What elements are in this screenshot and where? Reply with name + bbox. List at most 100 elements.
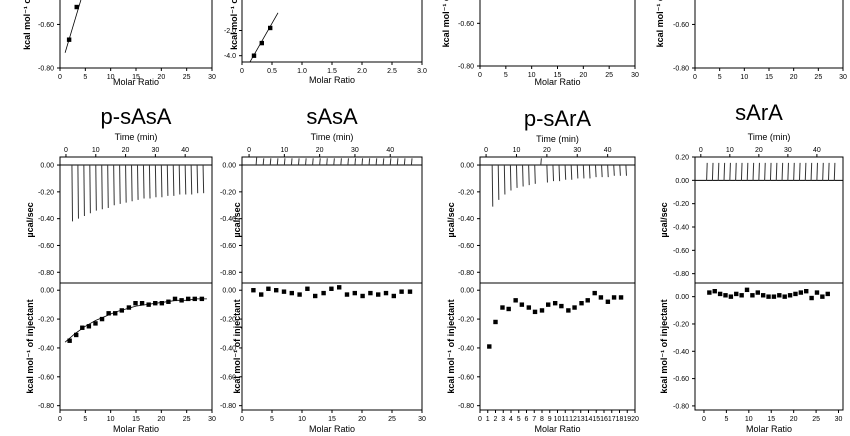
injection-peak bbox=[769, 162, 772, 181]
x-axis-label: Molar Ratio bbox=[746, 424, 792, 434]
data-point bbox=[777, 293, 782, 298]
injection-peak bbox=[113, 165, 115, 206]
data-point bbox=[814, 290, 820, 295]
plot-frame bbox=[479, 0, 636, 67]
y-tick-label: -0.20 bbox=[673, 321, 689, 328]
x-tick-label: 6 bbox=[525, 416, 529, 423]
data-point bbox=[259, 40, 264, 46]
panel-7: 0 10 20 30 40 0.00 -0.20 -0.40 -0.60 -0.80 Time (m… bbox=[220, 104, 423, 284]
x-tick-label: 5 bbox=[83, 416, 87, 423]
plot-frame bbox=[694, 282, 844, 411]
x-axis-label: Molar Ratio bbox=[309, 424, 355, 434]
plot-frame bbox=[479, 282, 636, 411]
x-tick-label: 10 bbox=[107, 74, 115, 81]
y-tick-label: -4.0 bbox=[224, 53, 236, 60]
y-tick-label: 0.00 bbox=[40, 163, 54, 170]
y-tick-label: -0.60 bbox=[458, 374, 474, 381]
y-tick-label: -0.40 bbox=[673, 349, 689, 356]
panel-title: sAsA bbox=[306, 104, 358, 129]
x-tick-label: 20 bbox=[755, 147, 763, 154]
data-point bbox=[592, 290, 597, 296]
injection-peak bbox=[184, 165, 187, 195]
x-tick-label: 30 bbox=[784, 147, 792, 154]
x-tick-label: 12 bbox=[569, 416, 577, 423]
y-axis-label: kcal mol⁻¹ of injectant bbox=[446, 299, 456, 393]
x-tick-label: 4 bbox=[509, 416, 513, 423]
x-tick-label: 10 bbox=[528, 72, 536, 79]
y-axis-label: kcal mol⁻¹ of bbox=[441, 0, 451, 47]
x-tick-label: 30 bbox=[631, 72, 639, 79]
data-point bbox=[493, 319, 498, 325]
y-tick-label: -0.40 bbox=[673, 225, 689, 232]
x-tick-label: 13 bbox=[577, 416, 585, 423]
y-axis-label: kcal mol⁻¹ of injectant bbox=[232, 299, 242, 393]
injection-peak bbox=[148, 165, 151, 199]
injection-peak bbox=[509, 165, 512, 191]
panel-6: 0 5 10 15 20 25 30 0.00 -0.20 -0.40 -0.60 -0.80 Mola… bbox=[25, 282, 216, 434]
injection-peak bbox=[816, 162, 818, 181]
injection-peak bbox=[326, 158, 328, 166]
data-point bbox=[126, 305, 132, 310]
x-tick-label: 40 bbox=[181, 147, 189, 154]
x-tick-label: 25 bbox=[814, 74, 822, 81]
y-tick-label: -0.80 bbox=[220, 270, 236, 277]
x-tick-label: 10 bbox=[745, 416, 753, 423]
data-point bbox=[329, 286, 334, 291]
injection-peak bbox=[77, 165, 79, 219]
x-tick-label: 0 bbox=[240, 68, 244, 75]
injection-peak bbox=[347, 158, 349, 166]
injection-peak bbox=[810, 162, 813, 181]
x-tick-label: 30 bbox=[839, 74, 847, 81]
data-point bbox=[572, 305, 577, 310]
data-point bbox=[598, 295, 604, 300]
y-tick-label: -0.80 bbox=[458, 64, 474, 71]
x-tick-label: 0.5 bbox=[267, 68, 277, 75]
y-axis-label: µcal/sec bbox=[659, 202, 669, 237]
data-point bbox=[766, 294, 771, 299]
x-axis-label: Molar Ratio bbox=[113, 77, 159, 87]
x-tick-label: 19 bbox=[623, 416, 631, 423]
data-point bbox=[192, 296, 197, 302]
plot-area bbox=[249, 12, 279, 62]
y-tick-label: -0.60 bbox=[38, 374, 54, 381]
y-tick-label: -0.20 bbox=[38, 317, 54, 324]
injection-peak bbox=[576, 165, 579, 179]
panel-10: 0 1 2 3 4 5 6 7 8 9 10 11 12 13 14 15 16 17 18 19 200.00-0.2… bbox=[446, 282, 639, 434]
x-tick-label: 10 bbox=[280, 147, 288, 154]
y-axis-label: kcal mol⁻¹ of injectant bbox=[659, 299, 669, 393]
x-axis-label: Time (min) bbox=[311, 132, 354, 142]
x-tick-label: 20 bbox=[157, 416, 165, 423]
x-tick-label: 0 bbox=[64, 147, 68, 154]
x-axis-label: Molar Ratio bbox=[534, 424, 580, 434]
y-tick-label: -0.60 bbox=[673, 22, 689, 29]
data-point bbox=[760, 293, 766, 298]
data-point bbox=[166, 299, 171, 304]
data-point bbox=[559, 303, 564, 309]
injection-peak bbox=[375, 158, 378, 166]
plot-area bbox=[64, 296, 207, 343]
data-point bbox=[321, 290, 326, 296]
y-tick-label: -0.80 bbox=[458, 270, 474, 277]
x-tick-label: 10 bbox=[92, 147, 100, 154]
y-tick-label: -0.20 bbox=[458, 189, 474, 196]
x-tick-label: 15 bbox=[767, 416, 775, 423]
injection-peak bbox=[758, 162, 760, 181]
x-tick-label: 10 bbox=[726, 147, 734, 154]
panel-title: p-sArA bbox=[524, 106, 592, 131]
data-point bbox=[506, 306, 511, 312]
y-tick-label: -0.80 bbox=[673, 271, 689, 278]
x-tick-label: 20 bbox=[790, 74, 798, 81]
injection-peak bbox=[107, 165, 109, 208]
data-point bbox=[500, 305, 505, 310]
x-tick-label: 2.5 bbox=[387, 68, 397, 75]
injection-peak bbox=[131, 165, 133, 202]
x-tick-label: 15 bbox=[592, 416, 600, 423]
panel-9: 0 10 20 30 40 0.00 -0.20 -0.40 -0.60 -0.80 Time (m… bbox=[446, 106, 636, 284]
data-point bbox=[744, 287, 750, 293]
injection-peak bbox=[190, 165, 193, 195]
plot-frame bbox=[241, 282, 423, 411]
y-tick-label: 0.00 bbox=[222, 288, 236, 295]
data-point bbox=[74, 4, 79, 10]
injection-peak bbox=[269, 158, 272, 166]
y-tick-label: 0.00 bbox=[460, 163, 474, 170]
